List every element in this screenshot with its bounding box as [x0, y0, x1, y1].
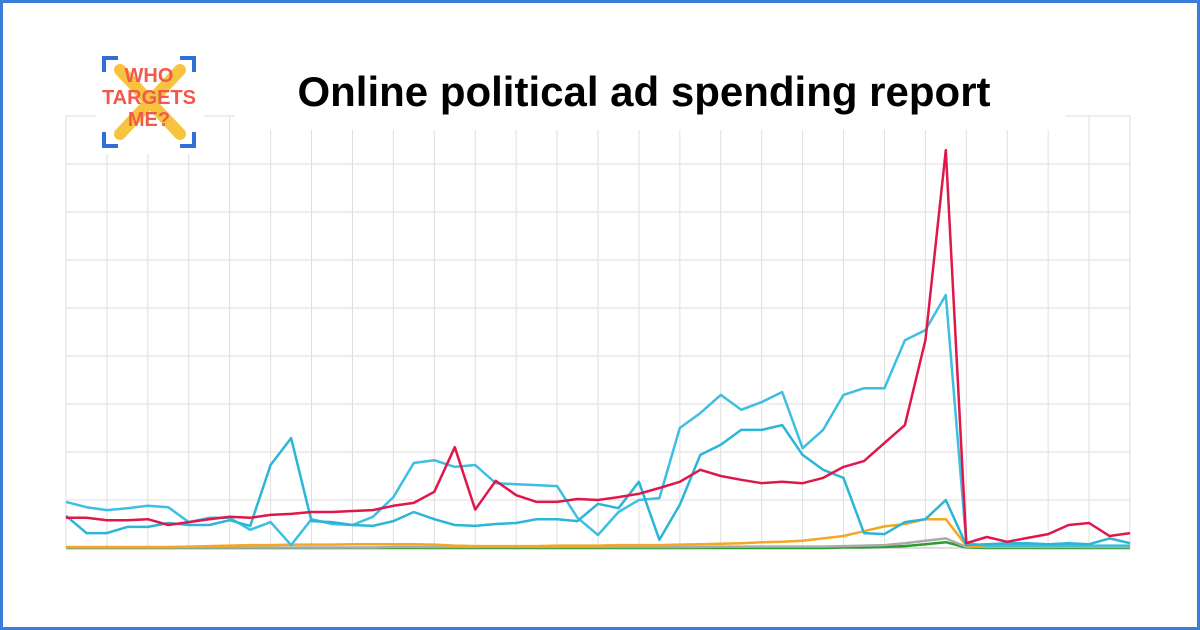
- series-line: [66, 148, 1131, 545]
- chart-title: Online political ad spending report: [297, 68, 990, 115]
- logo-brackets: [102, 56, 196, 148]
- logo-cross: [114, 64, 186, 140]
- series-line: [66, 537, 1130, 549]
- title-backdrop: [235, 62, 1065, 130]
- logo: WHO TARGETS ME?: [96, 50, 204, 154]
- logo-text: ME?: [128, 109, 170, 131]
- plot: [65, 115, 1131, 550]
- series-line: [65, 423, 1131, 547]
- logo-text: WHO: [125, 65, 174, 87]
- series-line: [65, 293, 1130, 547]
- series-line: [66, 517, 1130, 549]
- logo-text: TARGETS: [102, 87, 196, 109]
